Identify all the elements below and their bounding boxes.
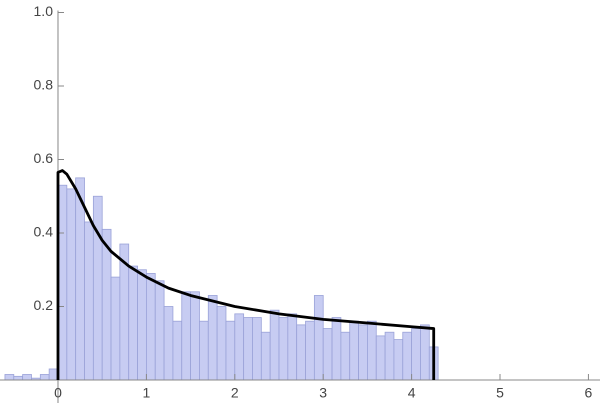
bar (110, 276, 121, 381)
bar (358, 324, 368, 381)
bar (331, 317, 342, 381)
bar (92, 195, 103, 381)
bar (137, 269, 147, 381)
bar (216, 306, 227, 381)
x-tick-label: 5 (496, 385, 504, 401)
bar (313, 295, 324, 381)
bar (154, 280, 165, 381)
bar (384, 331, 395, 381)
bar (66, 188, 77, 381)
bar (207, 295, 218, 381)
bar (145, 273, 156, 381)
bar (39, 374, 50, 381)
y-tick-label: 0.2 (34, 297, 54, 313)
bar (13, 375, 24, 381)
bar (252, 317, 262, 381)
bar (349, 320, 359, 381)
bar (296, 324, 306, 381)
density-curve (56, 169, 436, 380)
bar (287, 313, 298, 381)
y-tick-label: 0.6 (34, 150, 54, 166)
bar (181, 291, 191, 381)
x-tick-label: 1 (142, 385, 150, 401)
bar (4, 374, 15, 381)
bar (269, 309, 280, 381)
y-tick-label: 1.0 (34, 3, 54, 19)
bar (340, 331, 351, 381)
bar (243, 317, 253, 381)
y-tick-label: 0.8 (34, 77, 54, 93)
bar (278, 317, 289, 381)
bar (225, 320, 236, 381)
bar (402, 331, 413, 381)
y-tick-label: 0.4 (34, 224, 54, 240)
bar (199, 320, 209, 381)
bar (393, 339, 404, 381)
x-tick-label: 3 (319, 385, 327, 401)
bar (305, 320, 315, 381)
bar (411, 328, 421, 381)
bar (420, 324, 430, 381)
bar (84, 221, 94, 381)
bar (172, 320, 183, 381)
x-tick-label: 0 (54, 385, 62, 401)
bar (322, 328, 333, 381)
bar (234, 313, 245, 381)
bar (128, 265, 138, 381)
bar (163, 306, 174, 381)
bar (190, 291, 200, 381)
x-tick-label: 6 (585, 385, 593, 401)
x-tick-label: 4 (408, 385, 416, 401)
bar (367, 320, 377, 381)
bar (75, 177, 85, 381)
bar (260, 331, 271, 381)
bar (22, 374, 32, 381)
x-tick-label: 2 (231, 385, 239, 401)
bar (375, 335, 386, 381)
